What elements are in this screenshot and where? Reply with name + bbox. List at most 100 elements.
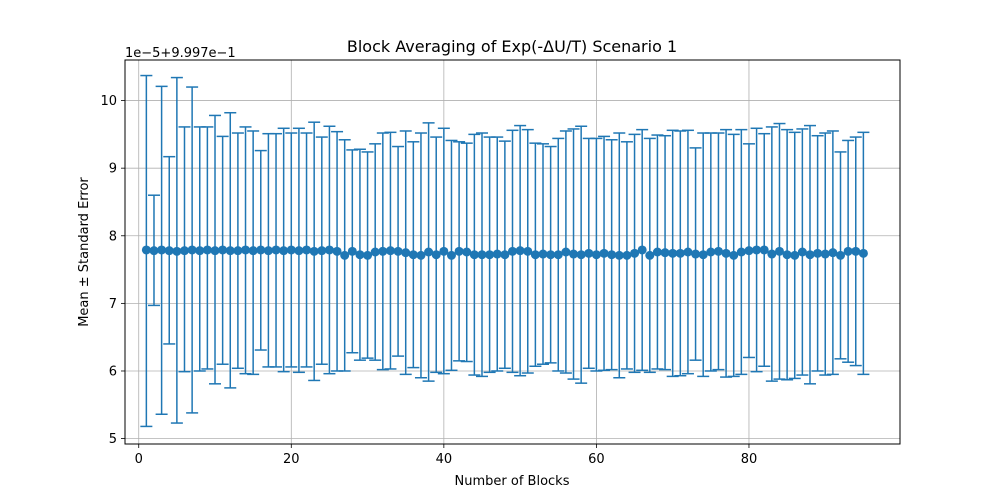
- mean-point: [408, 250, 418, 260]
- mean-point: [195, 246, 205, 256]
- mean-point: [424, 247, 434, 257]
- x-tick-label: 40: [436, 452, 453, 467]
- mean-point: [774, 246, 784, 256]
- y-offset-label: 1e−5+9.997e−1: [125, 46, 236, 61]
- mean-point: [378, 246, 388, 256]
- mean-point: [210, 246, 220, 256]
- mean-point: [561, 247, 571, 257]
- x-tick-label: 60: [588, 452, 605, 467]
- mean-point: [553, 250, 563, 260]
- mean-point: [317, 246, 327, 256]
- mean-point: [462, 247, 472, 257]
- mean-point: [363, 250, 373, 260]
- mean-point: [836, 250, 846, 260]
- mean-point: [187, 245, 197, 255]
- mean-point: [721, 248, 731, 258]
- mean-point: [584, 248, 594, 258]
- mean-point: [248, 246, 258, 256]
- y-tick-label: 6: [109, 364, 117, 379]
- mean-point: [790, 250, 800, 260]
- mean-point: [401, 248, 411, 258]
- mean-point: [744, 246, 754, 256]
- mean-point: [225, 246, 235, 256]
- mean-point: [858, 248, 868, 258]
- mean-point: [591, 250, 601, 260]
- mean-point: [263, 246, 273, 256]
- mean-point: [340, 250, 350, 260]
- mean-point: [828, 248, 838, 258]
- mean-point: [271, 245, 281, 255]
- mean-point: [179, 246, 189, 256]
- mean-point: [645, 250, 655, 260]
- mean-point: [302, 245, 312, 255]
- mean-point: [683, 247, 693, 257]
- mean-point: [614, 250, 624, 260]
- mean-point: [233, 246, 243, 256]
- mean-point: [485, 250, 495, 260]
- mean-point: [660, 248, 670, 258]
- mean-point: [851, 246, 861, 256]
- mean-point: [172, 246, 182, 256]
- mean-point: [279, 246, 289, 256]
- mean-point: [668, 248, 678, 258]
- mean-point: [439, 246, 449, 256]
- mean-point: [675, 248, 685, 258]
- mean-point: [599, 248, 609, 258]
- mean-point: [355, 250, 365, 260]
- y-axis-label: Mean ± Standard Error: [77, 177, 92, 327]
- x-axis-label: Number of Blocks: [455, 474, 570, 489]
- mean-point: [782, 250, 792, 260]
- mean-point: [546, 250, 556, 260]
- plot-frame: [124, 59, 901, 445]
- mean-point: [454, 246, 464, 256]
- mean-point: [141, 245, 151, 255]
- mean-point: [523, 246, 533, 256]
- mean-point: [332, 246, 342, 256]
- y-axis-ticks: 5 6 7 8 9 10: [100, 94, 125, 447]
- mean-point: [759, 245, 769, 255]
- mean-point: [477, 250, 487, 260]
- mean-point: [241, 245, 251, 255]
- mean-point: [767, 249, 777, 259]
- mean-point: [218, 245, 228, 255]
- mean-point: [508, 246, 517, 256]
- mean-point: [691, 249, 701, 259]
- mean-point: [530, 250, 540, 260]
- mean-point: [309, 246, 319, 256]
- mean-point: [698, 250, 708, 260]
- mean-point: [843, 246, 853, 256]
- mean-point: [385, 246, 395, 256]
- mean-point: [492, 249, 502, 259]
- mean-point: [538, 249, 548, 259]
- x-tick-label: 20: [283, 452, 300, 467]
- y-tick-label: 10: [100, 94, 117, 109]
- mean-point: [149, 246, 159, 256]
- mean-point: [805, 250, 815, 260]
- mean-point: [622, 250, 632, 260]
- mean-markers: [141, 245, 868, 260]
- mean-point: [431, 250, 441, 260]
- mean-point: [286, 245, 296, 255]
- mean-point: [813, 248, 823, 258]
- mean-point: [607, 250, 617, 260]
- y-tick-label: 5: [109, 432, 117, 447]
- mean-point: [416, 250, 426, 260]
- mean-point: [515, 246, 525, 256]
- mean-point: [256, 245, 266, 255]
- mean-point: [630, 248, 640, 258]
- mean-point: [324, 245, 334, 255]
- chart-title: Block Averaging of Exp(-ΔU/T) Scenario 1: [347, 37, 677, 56]
- mean-point: [713, 246, 723, 256]
- mean-point: [446, 250, 456, 260]
- mean-point: [370, 247, 380, 257]
- mean-point: [347, 246, 357, 256]
- mean-point: [393, 246, 403, 256]
- mean-point: [500, 250, 510, 260]
- mean-point: [820, 249, 830, 259]
- mean-point: [469, 250, 479, 260]
- mean-point: [569, 249, 579, 259]
- mean-point: [164, 246, 174, 256]
- mean-point: [294, 246, 304, 256]
- mean-point: [202, 245, 212, 255]
